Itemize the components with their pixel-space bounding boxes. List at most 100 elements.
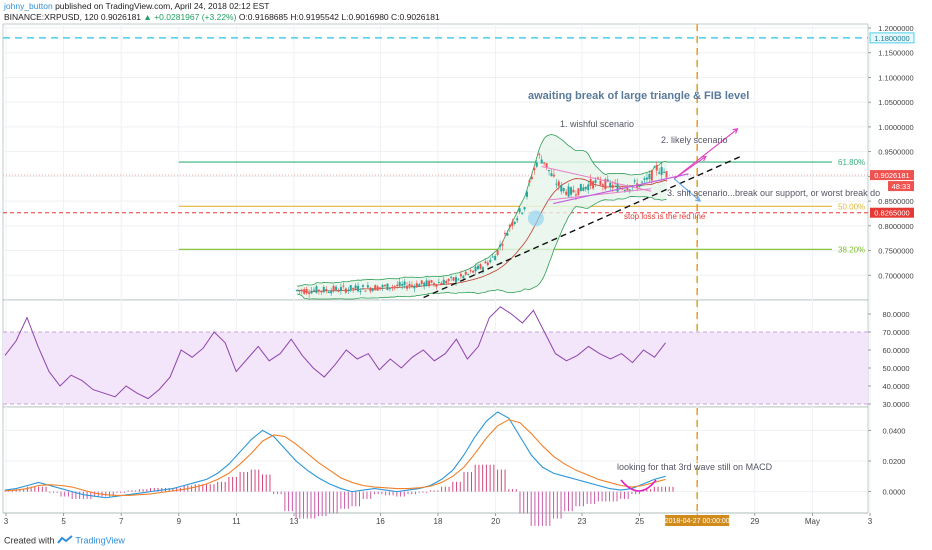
symbol-label: BINANCE:XRPUSD, 120 [4,12,99,22]
candle-body [645,177,648,180]
candle-body [430,280,433,283]
candle-body [653,166,656,168]
candle-body [418,284,421,287]
tradingview-brand[interactable]: TradingView [75,535,125,546]
candle-body [626,188,629,191]
author-name[interactable]: johny_button [4,1,53,11]
target-tag [869,32,915,44]
macd-axis-label: 0.0200 [883,457,906,466]
third-wave-curve [620,479,657,492]
candle-body [347,289,350,292]
annotation-scenario3: 3. shit scenario...break our support, or… [667,188,880,198]
candle-body [462,275,465,279]
candle-body [305,289,308,294]
candle-body [437,282,440,284]
x-tick-label: 5 [61,517,66,526]
candle-body [623,190,626,192]
candle-body [560,184,563,192]
candle-body [408,283,411,287]
candle-body [481,267,484,270]
published-text: published on TradingView.com, April 24, … [55,1,270,11]
candle-body [428,280,431,287]
countdown-label: 48:33 [892,182,911,191]
candle-body [582,187,585,191]
candle-body [457,279,460,281]
fib-level-label: 61.80% [838,158,865,167]
candle-body [577,188,580,195]
candle-body [511,221,514,227]
price-axis-label: 1.1500000 [878,49,913,58]
annotation-title: awaiting break of large triangle & FIB l… [528,90,749,102]
candle-body [557,181,560,187]
candle-body [420,280,423,284]
event-date-label: 2018-04-27 00:00:00 [665,518,730,525]
bollinger-upper [296,133,667,287]
candle-body [596,177,599,179]
likely-arrow [673,128,738,180]
candle-body [501,244,504,246]
candle-body [545,163,548,168]
candle-body [342,285,345,287]
change-value: +0.0281967 (+3.22%) [154,12,237,22]
candle-body [513,221,516,224]
support-trendline [423,155,741,299]
candle-body [525,191,528,197]
candle-body [660,167,663,175]
rsi-axis-label: 30.0000 [882,400,909,409]
candle-body [364,290,367,292]
fib-level-label: 50.00% [838,202,865,211]
current-price-tag [870,170,914,181]
candle-body [384,285,387,287]
candle-body [337,291,340,293]
candle-body [303,289,306,294]
candle-body [315,286,318,293]
candle-body [327,292,330,294]
price-axis-label: 0.7000000 [878,271,913,280]
candle-body [489,259,492,263]
candle-body [648,174,651,180]
candle-body [344,288,347,293]
candle-body [308,292,311,294]
candle-body [313,289,316,291]
price-axis-label: 0.9500000 [878,148,913,157]
candle-body [574,194,577,196]
candle-body [484,261,487,264]
candle-body [528,180,531,183]
candle-body [486,262,489,266]
candle-body [349,285,352,291]
rsi-axis-label: 70.0000 [882,328,909,337]
price-axis-label: 1.0000000 [878,123,913,132]
triangle-upper-line [541,165,652,192]
change-up-icon: ▲ [143,12,152,22]
annotation-stop-note: stop loss is the red line [624,212,706,221]
candle-body [658,172,661,174]
candle-body [530,176,533,180]
candle-body [455,277,457,282]
macd-line [4,411,666,499]
rsi-band [3,332,868,404]
candle-body [317,289,320,292]
candle-body [432,283,435,286]
x-tick-label: 18 [434,517,443,526]
candle-body [381,285,384,288]
candle-body [599,180,602,185]
price-axis-label: 0.7500000 [878,247,913,256]
chart-header-line2: BINANCE:XRPUSD, 120 0.9026181 ▲ +0.02819… [4,12,440,22]
bearish-arrow-head [695,196,701,202]
candle-body [619,187,622,189]
candle-body [567,186,570,197]
candle-body [589,179,592,186]
candle-body [359,290,362,292]
x-tick-label: 13 [290,517,299,526]
candle-body [496,250,499,255]
candle-body [393,285,396,287]
candle-body [540,159,543,164]
x-tick-label: 3 [868,517,873,526]
x-tick-label: 7 [119,517,124,526]
price-axis-label: 1.0500000 [878,98,913,107]
x-tick-label: 23 [578,517,587,526]
candle-body [550,173,553,177]
candle-body [442,279,445,285]
triangle-lower-line [547,188,652,201]
